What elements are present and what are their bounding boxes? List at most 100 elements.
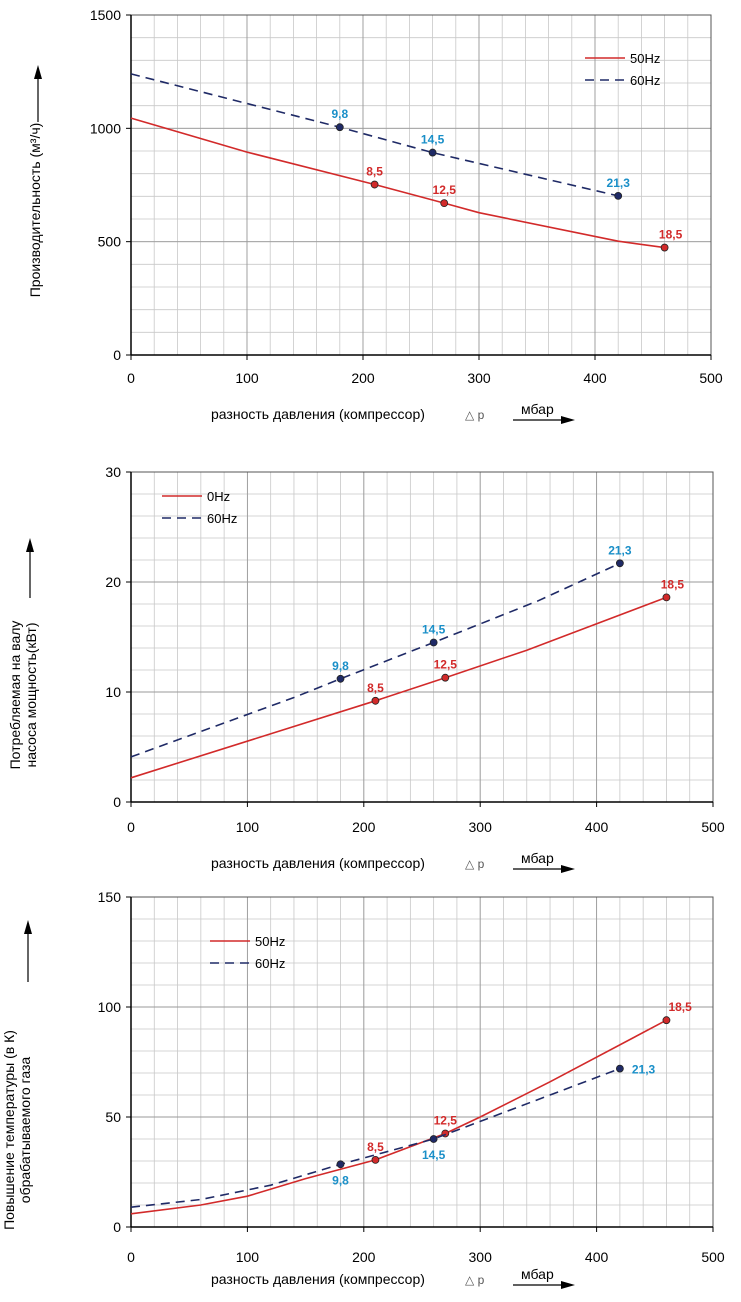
- y-tick-label: 0: [113, 1219, 121, 1235]
- legend-label: 60Hz: [630, 73, 660, 88]
- data-label: 14,5: [422, 1148, 446, 1162]
- data-point: [614, 191, 623, 200]
- x-tick-label: 0: [127, 1249, 135, 1265]
- series-solid: 8,5 12,5 18,5: [130, 117, 683, 252]
- data-point: [662, 1016, 671, 1025]
- x-tick-label: 200: [351, 370, 375, 386]
- x-axis-unit: мбар: [521, 401, 554, 417]
- series-line: [130, 73, 619, 197]
- plot-area: [131, 897, 713, 1227]
- data-point: [371, 696, 380, 705]
- data-point: [370, 180, 379, 189]
- y-axis-label: Повышение температуры (в К): [1, 1030, 17, 1230]
- legend-label: 60Hz: [207, 511, 237, 526]
- series-line: [130, 562, 621, 758]
- series-solid: 8,5 12,5 18,5: [130, 1000, 692, 1215]
- legend: 50Hz 60Hz: [585, 51, 660, 88]
- data-point: [660, 243, 669, 252]
- x-tick-label: 200: [352, 819, 376, 835]
- legend-label: 0Hz: [207, 489, 230, 504]
- data-label: 18,5: [661, 577, 685, 591]
- y-axis-label: обрабатываемого газа: [17, 1057, 33, 1204]
- plot-area: [131, 15, 711, 355]
- x-tick-label: 100: [235, 370, 259, 386]
- y-tick-label: 100: [98, 999, 122, 1015]
- y-axis-arrow-head: [26, 538, 34, 552]
- chart-3: 0 100 200 300 400 500 0 50 100 150 разность давлен…: [1, 889, 725, 1289]
- x-tick-label: 300: [467, 370, 491, 386]
- x-axis-arrow-head: [561, 865, 575, 873]
- x-axis-symbol: △ p: [465, 1273, 485, 1287]
- data-point: [335, 123, 344, 132]
- y-tick-label: 150: [98, 889, 122, 905]
- series-dashed: 9,8 14,5 21,3: [130, 1063, 656, 1208]
- data-label: 18,5: [659, 228, 683, 242]
- data-label: 9,8: [332, 1173, 349, 1187]
- data-label: 12,5: [433, 183, 457, 197]
- y-axis-arrow-head: [34, 65, 42, 79]
- x-axis-symbol: △ p: [465, 857, 485, 871]
- data-point: [662, 593, 671, 602]
- y-tick-label: 10: [105, 684, 121, 700]
- y-axis-label: Производительность (м³/ч): [27, 123, 43, 298]
- x-tick-label: 300: [469, 819, 493, 835]
- x-tick-label: 400: [583, 370, 607, 386]
- y-tick-label: 1000: [90, 120, 121, 136]
- x-tick-label: 500: [701, 1249, 725, 1265]
- x-tick-label: 500: [699, 370, 723, 386]
- data-point: [428, 148, 437, 157]
- x-axis-label: разность давления (компрессор): [211, 406, 425, 422]
- data-label: 14,5: [421, 133, 445, 147]
- x-axis-label: разность давления (компрессор): [211, 855, 425, 871]
- legend-label: 60Hz: [255, 956, 285, 971]
- y-tick-label: 20: [105, 574, 121, 590]
- data-point: [336, 674, 345, 683]
- x-tick-label: 400: [585, 1249, 609, 1265]
- x-axis-arrow-head: [561, 1281, 575, 1289]
- data-label: 8,5: [367, 681, 384, 695]
- y-axis-arrow-head: [24, 920, 32, 934]
- data-label: 21,3: [608, 543, 632, 557]
- x-tick-label: 400: [585, 819, 609, 835]
- data-label: 21,3: [632, 1063, 656, 1077]
- data-point: [441, 673, 450, 682]
- legend-label: 50Hz: [255, 934, 285, 949]
- y-tick-label: 0: [113, 794, 121, 810]
- y-axis-label: Потребляемая на валу: [7, 621, 23, 770]
- x-axis-unit: мбар: [521, 1266, 554, 1282]
- data-point: [615, 1064, 624, 1073]
- y-tick-label: 50: [105, 1109, 121, 1125]
- y-tick-label: 0: [113, 347, 121, 363]
- x-axis-unit: мбар: [521, 850, 554, 866]
- data-label: 18,5: [668, 1000, 692, 1014]
- series-dashed: 9,8 14,5 21,3: [130, 73, 631, 200]
- y-axis-label: насоса мощность(кВт): [23, 622, 39, 767]
- series-solid: 8,5 12,5 18,5: [130, 577, 685, 779]
- legend-label: 50Hz: [630, 51, 660, 66]
- y-tick-label: 500: [98, 234, 122, 250]
- data-point: [429, 638, 438, 647]
- data-point: [429, 1135, 438, 1143]
- legend: 50Hz 60Hz: [210, 934, 285, 971]
- series-dashed: 9,8 14,5 21,3: [130, 543, 632, 758]
- x-axis-symbol: △ p: [465, 408, 485, 422]
- x-tick-label: 200: [352, 1249, 376, 1265]
- grid: [130, 471, 714, 803]
- x-axis-arrow-head: [561, 416, 575, 424]
- x-tick-label: 300: [469, 1249, 493, 1265]
- data-label: 12,5: [434, 658, 458, 672]
- data-label: 14,5: [422, 623, 446, 637]
- x-tick-label: 500: [701, 819, 725, 835]
- data-label: 8,5: [366, 165, 383, 179]
- data-label: 21,3: [607, 176, 631, 190]
- x-tick-label: 100: [236, 819, 260, 835]
- x-tick-label: 0: [127, 819, 135, 835]
- data-point: [440, 199, 449, 208]
- data-label: 9,8: [331, 107, 348, 121]
- data-point: [615, 559, 624, 568]
- data-label: 8,5: [367, 1140, 384, 1154]
- x-tick-label: 100: [236, 1249, 260, 1265]
- data-label: 12,5: [434, 1114, 458, 1128]
- y-tick-label: 1500: [90, 7, 121, 23]
